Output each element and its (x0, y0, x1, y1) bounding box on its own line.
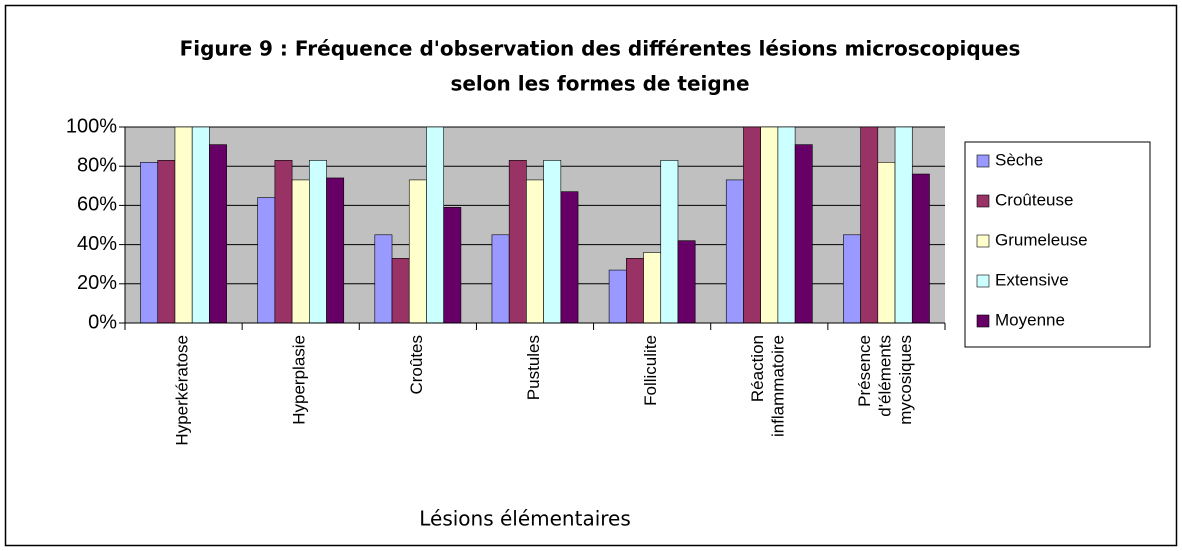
bar (374, 234, 393, 324)
y-tick-label: 100% (66, 115, 117, 137)
bar (877, 161, 896, 324)
bar (443, 207, 462, 324)
bar (777, 126, 796, 324)
y-tick-label: 0% (88, 311, 117, 333)
legend-label: Sèche (995, 150, 1043, 169)
legend-label: Croûteuse (995, 190, 1073, 209)
bar (140, 161, 159, 324)
bar (508, 160, 527, 324)
bar (326, 177, 345, 324)
x-tick-label: Folliculite (642, 335, 661, 406)
legend-swatch (976, 314, 990, 328)
legend-label: Moyenne (995, 310, 1065, 329)
bar (408, 179, 427, 324)
bar (743, 126, 761, 324)
chart-title: Figure 9 : Fréquence d'observation des d… (180, 37, 1021, 61)
bar (274, 160, 293, 324)
bar (560, 191, 579, 324)
legend-swatch (976, 234, 990, 248)
y-tick-label: 20% (77, 272, 117, 294)
bar (660, 160, 679, 324)
bar (309, 160, 327, 324)
bar (608, 269, 627, 324)
bar (626, 258, 644, 324)
bar (157, 160, 176, 324)
bar (257, 197, 276, 324)
bar (760, 126, 779, 324)
x-tick-label: Présenced'élémentsmycosiques (856, 335, 916, 425)
y-tick-label: 40% (77, 233, 117, 255)
bar (209, 144, 227, 324)
bar (174, 126, 193, 324)
bar (677, 240, 696, 324)
bar (843, 234, 861, 324)
bar (491, 234, 510, 324)
legend-label: Grumeleuse (995, 230, 1088, 249)
y-tick-label: 60% (77, 194, 117, 216)
legend-box (964, 141, 1151, 348)
x-tick-label: Pustules (524, 335, 543, 400)
bar (725, 179, 744, 324)
bar (526, 179, 544, 324)
x-tick-label: Réactioninflammatoire (749, 335, 788, 437)
bar (794, 144, 813, 324)
y-tick-label: 80% (77, 154, 117, 176)
bar (643, 252, 662, 324)
bar (911, 173, 930, 324)
chart-title: selon les formes de teigne (450, 72, 749, 96)
x-axis-label: Lésions élémentaires (419, 507, 631, 531)
x-tick-label: Hyperplasie (290, 335, 309, 425)
bar (191, 126, 210, 324)
bar (860, 126, 879, 324)
bar (426, 126, 444, 324)
legend-swatch (976, 154, 990, 168)
legend-swatch (976, 194, 990, 208)
legend-swatch (976, 274, 990, 288)
bar (894, 126, 913, 324)
bar (291, 179, 310, 324)
x-tick-label: Hyperkératose (173, 335, 192, 446)
bar (543, 160, 562, 324)
x-tick-label: Croûtes (407, 335, 426, 395)
legend-label: Extensive (995, 270, 1069, 289)
bar (391, 258, 410, 324)
